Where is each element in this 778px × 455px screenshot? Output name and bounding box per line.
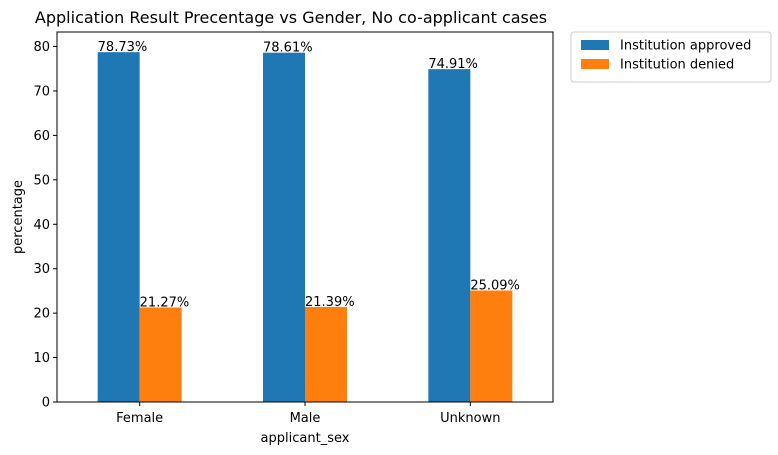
legend-label: Institution denied [620, 58, 734, 73]
bar-institution-denied-male [305, 306, 347, 402]
bar-institution-approved-male [263, 52, 305, 402]
legend-swatch [581, 40, 609, 50]
y-tick-label: 0 [42, 396, 50, 411]
data-label: 78.61% [263, 41, 313, 56]
data-labels-layer: 78.73% 21.27% 78.61% 21.39% 74.91% 25.09% [98, 40, 520, 310]
y-axis: 0 10 20 30 40 50 60 70 80 [33, 40, 57, 411]
y-tick-label: 40 [33, 218, 50, 233]
legend-swatch [581, 59, 609, 69]
y-tick-label: 50 [33, 173, 50, 188]
y-tick-label: 80 [33, 40, 50, 55]
bar-institution-approved-female [97, 52, 140, 402]
chart-title: Application Result Precentage vs Gender,… [35, 8, 547, 27]
y-tick-label: 60 [33, 129, 50, 144]
y-axis-label: percentage [11, 180, 26, 254]
y-tick-label: 70 [33, 84, 50, 99]
data-label: 21.27% [140, 295, 190, 310]
legend-label: Institution approved [620, 39, 751, 54]
y-tick-label: 30 [33, 262, 50, 277]
x-axis: Female Male Unknown [116, 402, 501, 426]
legend: Institution approved Institution denied [570, 31, 772, 83]
x-tick-label: Female [116, 411, 163, 426]
bar-institution-denied-unknown [470, 290, 513, 402]
y-tick-label: 20 [33, 307, 50, 322]
x-tick-label: Male [290, 411, 321, 426]
y-tick-label: 10 [33, 351, 50, 366]
data-label: 25.09% [470, 279, 520, 294]
data-label: 74.91% [428, 57, 478, 72]
data-label: 21.39% [305, 295, 355, 310]
bars-layer [97, 52, 513, 402]
x-axis-label: applicant_sex [261, 431, 350, 446]
legend-frame [570, 31, 772, 83]
bar-institution-denied-female [139, 307, 182, 402]
bar-institution-approved-unknown [428, 69, 471, 402]
data-label: 78.73% [98, 40, 148, 55]
x-tick-label: Unknown [440, 411, 500, 426]
